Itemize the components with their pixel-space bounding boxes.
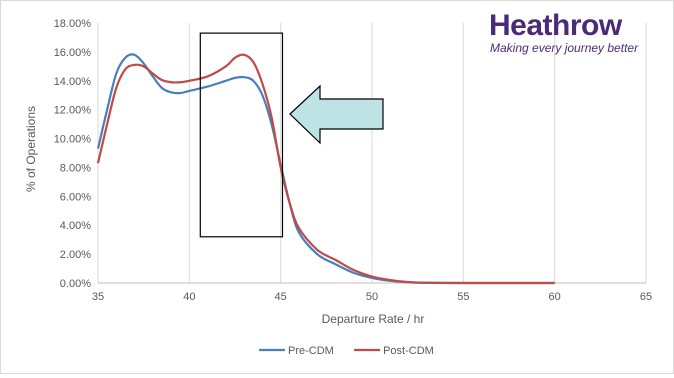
y-tick-label: 0.00%	[60, 278, 91, 290]
y-tick-label: 8.00%	[60, 162, 91, 174]
legend: Pre-CDM Post-CDM	[259, 345, 434, 357]
x-axis-ticks: 35 40 45 50 55 60 65	[92, 291, 652, 303]
x-tick-label: 35	[92, 291, 104, 303]
x-axis-title: Departure Rate / hr	[322, 312, 425, 326]
x-tick-label: 50	[366, 291, 378, 303]
logo-wordmark: Heathrow	[489, 9, 623, 42]
y-axis-ticks: 0.00% 2.00% 4.00% 6.00% 8.00% 10.00% 12.00% 14.…	[54, 18, 92, 290]
y-tick-label: 10.00%	[54, 134, 92, 146]
left-arrow-icon	[289, 84, 384, 145]
x-tick-label: 45	[275, 291, 287, 303]
series-line-post-cdm	[96, 53, 555, 285]
highlight-box	[199, 32, 284, 238]
legend-label-post-cdm: Post-CDM	[383, 345, 434, 357]
x-tick-label: 40	[183, 291, 195, 303]
x-tick-label: 55	[457, 291, 469, 303]
y-tick-label: 6.00%	[60, 191, 91, 203]
logo-tagline: Making every journey better	[490, 41, 639, 55]
legend-label-pre-cdm: Pre-CDM	[288, 345, 334, 357]
gridlines	[97, 23, 647, 283]
y-tick-label: 14.00%	[54, 76, 92, 88]
series-line-pre-cdm	[96, 53, 555, 285]
y-tick-label: 4.00%	[60, 220, 91, 232]
y-tick-label: 2.00%	[60, 249, 91, 261]
y-tick-label: 18.00%	[54, 18, 92, 30]
x-tick-label: 60	[549, 291, 561, 303]
y-axis-title: % of Operations	[24, 106, 38, 192]
y-tick-label: 12.00%	[54, 105, 92, 117]
series-lines	[96, 53, 555, 285]
y-tick-label: 16.00%	[54, 47, 92, 59]
heathrow-logo: Heathrow Making every journey better	[489, 9, 639, 55]
x-tick-label: 65	[640, 291, 652, 303]
